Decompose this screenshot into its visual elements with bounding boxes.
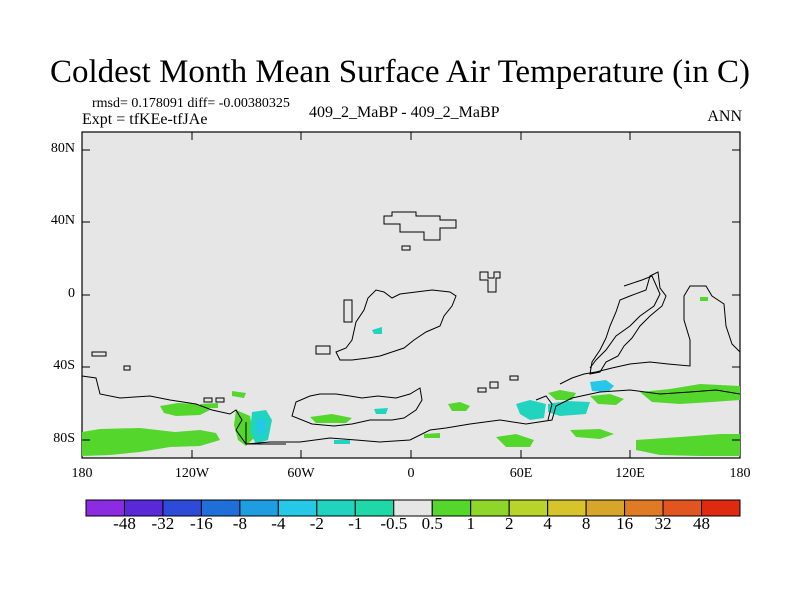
colorbar-label: 4 (543, 514, 552, 533)
lat-ticks (82, 149, 740, 441)
colorbar-label: -2 (309, 514, 324, 533)
patch-se-band (636, 434, 740, 456)
patch-cyan-8 (334, 440, 350, 444)
positive-anomaly-patches (82, 297, 740, 456)
colorbar-label: 8 (581, 514, 591, 533)
patch-cyan-3 (372, 327, 382, 334)
experiment-label: Expt = tfKEe-tfJAe (82, 111, 208, 128)
lat-label-80n: 80N (50, 141, 75, 156)
patch-weddell (160, 403, 210, 416)
coast-islet-9 (509, 375, 519, 381)
coast-south-1 (81, 375, 741, 445)
colorbar-label: 48 (693, 514, 710, 533)
coast-south-2 (291, 387, 423, 427)
coast-box-1 (245, 422, 286, 445)
patch-indian-2 (548, 390, 576, 400)
colorbar-label: 0.5 (421, 514, 443, 533)
colorbar-label: -48 (113, 514, 136, 533)
coast-mid-continent (335, 289, 457, 361)
lon-label-120w: 120W (174, 466, 210, 481)
patch-pacific-s (640, 384, 740, 404)
patch-tiny-2 (424, 433, 440, 438)
patch-cyan-7 (590, 380, 614, 392)
coast-islet-1 (401, 245, 411, 251)
lon-label-60w: 60W (287, 466, 315, 481)
patch-scotia (310, 414, 352, 423)
coast-east-3 (589, 275, 661, 369)
lon-label-60e: 60E (509, 466, 533, 481)
lon-label-180w: 180 (71, 466, 93, 481)
patch-indian-1 (496, 434, 534, 447)
colorbar-label: 1 (466, 514, 475, 533)
coast-islet-7 (477, 387, 487, 393)
patch-indian-3 (570, 429, 614, 439)
coast-islet-2 (479, 271, 501, 293)
patch-cyan-2 (256, 418, 266, 436)
patch-tiny-1 (700, 297, 708, 301)
lon-label-180e: 180 (729, 466, 751, 481)
coastlines (81, 211, 741, 445)
colorbar-label: -16 (190, 514, 213, 533)
lon-label-120e: 120E (615, 466, 645, 481)
colorbar-label: 2 (504, 514, 514, 533)
coast-east-1 (589, 271, 667, 375)
lat-label-40s: 40S (53, 358, 75, 373)
plot-title: Coldest Month Mean Surface Air Temperatu… (50, 54, 750, 90)
lon-ticks (191, 132, 631, 458)
colorbar-label: -4 (271, 514, 286, 533)
patch-s-atlantic (448, 402, 470, 411)
patch-s-indian (590, 394, 624, 405)
lat-label-80s: 80S (53, 431, 75, 446)
patch-cyan-5 (516, 400, 546, 420)
lat-label-0: 0 (68, 286, 75, 301)
coast-antarctic-inner (535, 395, 553, 421)
patch-small-1 (232, 391, 246, 398)
colorbar-label: -32 (151, 514, 175, 533)
case-label: 409_2_MaBP - 409_2_MaBP (309, 104, 500, 121)
patch-cyan-4 (374, 408, 388, 414)
coast-islet-3 (343, 299, 353, 323)
lat-label-40n: 40N (50, 213, 75, 228)
stats-line: rmsd= 0.178091 diff= -0.00380325 (92, 96, 290, 111)
coast-east-2 (559, 285, 741, 385)
coast-tibet (383, 211, 457, 241)
colorbar-swatch (701, 499, 741, 517)
patch-sw-band (82, 428, 220, 456)
colorbar-label: -0.5 (380, 514, 408, 533)
colorbar-label: -1 (348, 514, 363, 533)
coast-islet-6 (123, 365, 131, 371)
coast-islet-10 (203, 397, 213, 403)
colorbar-label: -8 (232, 514, 247, 533)
season-label: ANN (707, 108, 742, 125)
coast-islet-8 (489, 381, 499, 389)
patch-antarctic-peninsula (234, 410, 254, 446)
colorbar-label: 16 (616, 514, 634, 533)
lon-label-0: 0 (407, 466, 415, 481)
colorbar-label: 32 (654, 514, 672, 533)
coast-islet-5 (91, 351, 107, 357)
coast-islet-11 (215, 397, 225, 403)
colorbar (85, 499, 741, 517)
coast-islet-4 (315, 345, 331, 355)
